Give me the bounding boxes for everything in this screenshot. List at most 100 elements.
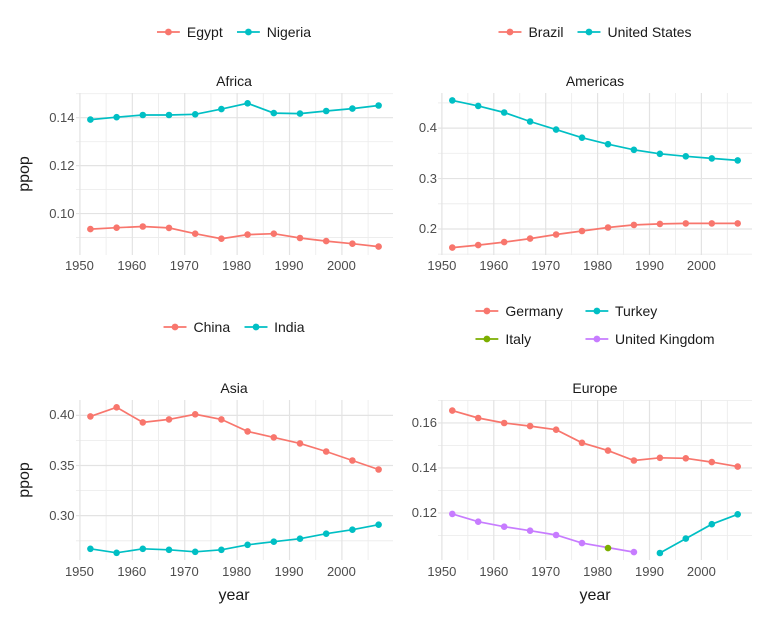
legend-americas: Brazil United States: [498, 24, 692, 40]
y-tick-label: 0.10: [49, 205, 75, 221]
y-tick-label: 0.14: [411, 459, 437, 475]
legend-label: India: [274, 319, 305, 335]
panel-background: [75, 400, 393, 560]
data-point-germany: [682, 455, 690, 462]
x-tick-label: 1960: [117, 258, 147, 273]
legend-key-line-dot-icon: [475, 335, 499, 343]
y-tick-label: 0.40: [49, 407, 75, 423]
data-point-united-states: [552, 126, 560, 133]
data-point-turkey: [682, 535, 690, 542]
x-tick-label: 1960: [117, 564, 147, 579]
data-point-nigeria: [112, 113, 120, 121]
x-tick-label: 1960: [479, 258, 509, 273]
y-tick-label: 0.12: [411, 504, 437, 520]
x-tick-label: 1990: [274, 564, 304, 579]
x-tick-label: 1950: [427, 258, 457, 273]
y-tick-label: 0.35: [49, 457, 75, 473]
legend-item-united-states: United States: [577, 24, 692, 40]
data-point-china: [217, 416, 225, 423]
data-point-india: [374, 521, 382, 528]
data-point-nigeria: [139, 111, 146, 119]
data-point-brazil: [500, 238, 508, 246]
data-point-egypt: [348, 240, 356, 247]
x-tick-label: 2000: [326, 258, 356, 273]
panel-background: [438, 400, 752, 560]
x-tick-label: 1970: [531, 564, 561, 579]
y-tick-label: 0.14: [49, 109, 75, 125]
data-point-india: [348, 526, 356, 533]
data-point-united-states: [526, 118, 534, 125]
panel-asia: [75, 400, 393, 560]
legend-label: Germany: [505, 303, 563, 319]
panel-africa: [75, 93, 393, 255]
legend-europe: Germany Italy Turkey United Kingdom: [475, 303, 715, 347]
data-point-india: [86, 545, 94, 553]
x-tick-label: 2000: [326, 564, 356, 579]
data-point-china: [243, 428, 251, 435]
data-point-egypt: [191, 230, 198, 237]
legend-key-line-dot-icon: [244, 323, 268, 331]
legend-africa: Egypt Nigeria: [156, 24, 311, 40]
data-point-united-states: [708, 155, 716, 162]
data-point-india: [270, 538, 277, 545]
x-tick-label: 1990: [274, 258, 304, 273]
data-point-india: [139, 545, 146, 553]
data-point-brazil: [734, 220, 741, 227]
legend-label: Turkey: [614, 303, 658, 319]
data-point-germany: [604, 447, 612, 454]
data-point-united-states: [630, 146, 638, 154]
data-point-egypt: [217, 235, 225, 242]
data-point-brazil: [682, 220, 690, 227]
data-point-germany: [656, 454, 664, 462]
series-line-nigeria: [89, 102, 379, 121]
legend-key-line-dot-icon: [577, 28, 601, 36]
data-point-germany: [708, 458, 716, 466]
panel-americas: [438, 93, 752, 255]
panel-background: [438, 93, 752, 255]
data-point-united-states: [500, 109, 508, 116]
data-point-united-states: [578, 134, 586, 141]
y-tick-label: 0.12: [49, 157, 75, 173]
data-point-brazil: [630, 221, 638, 229]
facet-title-africa: Africa: [216, 73, 252, 89]
facet-title-asia: Asia: [220, 380, 248, 396]
legend-label: United States: [607, 24, 692, 40]
data-point-germany: [526, 422, 534, 430]
data-point-egypt: [112, 224, 120, 231]
data-point-india: [243, 541, 251, 549]
data-point-nigeria: [348, 105, 356, 112]
data-point-nigeria: [322, 107, 329, 115]
data-point-egypt: [86, 225, 94, 233]
x-tick-label: 1980: [583, 258, 613, 273]
data-point-china: [296, 440, 303, 447]
x-tick-label: 1990: [635, 258, 664, 273]
series-line-brazil: [452, 222, 738, 249]
data-point-egypt: [243, 231, 251, 238]
legend-item-china: China: [163, 319, 230, 335]
legend-key-line-dot-icon: [584, 307, 608, 315]
x-tick-label: 1990: [635, 564, 664, 579]
legend-key-line-dot-icon: [498, 28, 522, 36]
legend-label: Italy: [505, 331, 532, 347]
data-point-brazil: [449, 244, 456, 251]
series-line-united-states: [452, 99, 738, 162]
data-point-united-kingdom: [449, 510, 456, 518]
data-point-china: [270, 434, 277, 441]
data-point-brazil: [656, 220, 664, 228]
facet-title-americas: Americas: [565, 73, 625, 89]
legend-item-united-kingdom: United Kingdom: [584, 331, 715, 347]
data-point-nigeria: [270, 109, 277, 117]
legend-label: Brazil: [528, 24, 564, 40]
x-axis-title: year: [218, 587, 250, 604]
data-point-united-kingdom: [552, 531, 560, 539]
data-point-germany: [578, 439, 586, 447]
y-tick-label: 0.3: [418, 170, 437, 186]
data-point-india: [322, 530, 329, 537]
data-point-china: [86, 413, 94, 420]
data-point-nigeria: [86, 116, 94, 123]
data-point-united-states: [656, 150, 664, 158]
y-tick-label: 0.4: [418, 120, 437, 136]
legend-key-line-dot-icon: [163, 323, 187, 331]
data-point-italy: [604, 544, 612, 552]
